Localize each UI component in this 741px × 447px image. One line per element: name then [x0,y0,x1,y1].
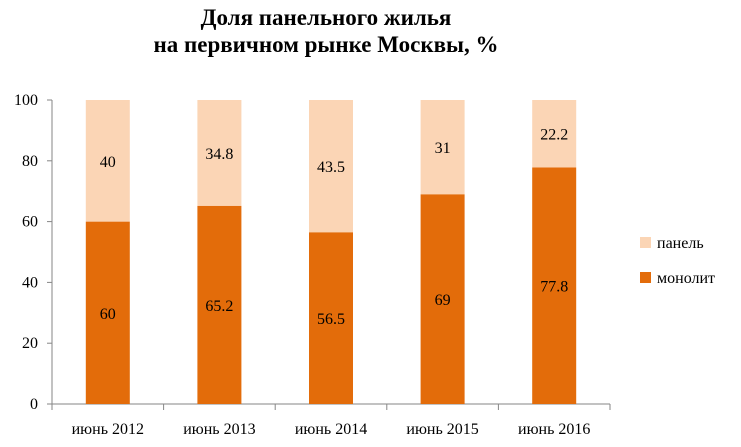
data-label-panel: 31 [435,140,451,157]
x-tick-label: июнь 2015 [406,421,478,438]
bar-segment-panel [309,100,353,233]
y-tick-label: 20 [22,335,38,352]
data-label-monolit: 65.2 [205,298,233,315]
data-label-monolit: 69 [435,292,451,309]
bar-segment-monolit [309,232,353,404]
chart-title: Доля панельного жилья на первичном рынке… [0,4,652,58]
bar-segment-monolit [532,167,577,404]
legend-swatch-monolit [640,272,651,283]
data-label-monolit: 56.5 [317,311,345,328]
y-tick-label: 60 [22,214,38,231]
x-tick-label: июнь 2014 [295,421,367,438]
bar-segment-monolit [197,205,242,404]
bar-segment-panel [420,100,465,195]
bar-segment-monolit [420,194,465,404]
data-label-panel: 22.2 [540,127,568,144]
y-tick-label: 100 [14,92,38,109]
legend-label-monolit: монолит [657,270,715,287]
y-tick-label: 0 [30,396,38,413]
chart-title-line-2: на первичном рынке Москвы, % [153,32,499,57]
data-label-panel: 40 [100,154,116,171]
chart-legend: панель монолит [640,235,715,287]
data-label-monolit: 60 [100,306,116,323]
x-tick-label: июнь 2013 [183,421,255,438]
legend-label-panel: панель [657,235,704,252]
x-tick-label: июнь 2016 [518,421,590,438]
x-tick-label: июнь 2012 [72,421,144,438]
data-label-panel: 34.8 [205,146,233,163]
y-tick-label: 80 [22,153,38,170]
bar-segment-panel [197,100,242,206]
y-tick-label: 40 [22,274,38,291]
bar-segment-panel [532,100,577,168]
bar-segment-monolit [85,221,130,404]
data-label-panel: 43.5 [317,159,345,176]
chart-title-line-1: Доля панельного жилья [200,5,452,30]
chart-data-labels: 60 40 65.2 34.8 56.5 43.5 69 31 77.8 22.2 [100,127,568,328]
data-label-monolit: 77.8 [540,279,568,296]
bar-segment-panel [85,100,130,222]
chart-bars [85,100,577,404]
chart-axes: 0 20 40 60 80 100 июнь 2012 июнь 2013 июнь 2014 и… [14,92,611,438]
legend-swatch-panel [640,237,651,248]
